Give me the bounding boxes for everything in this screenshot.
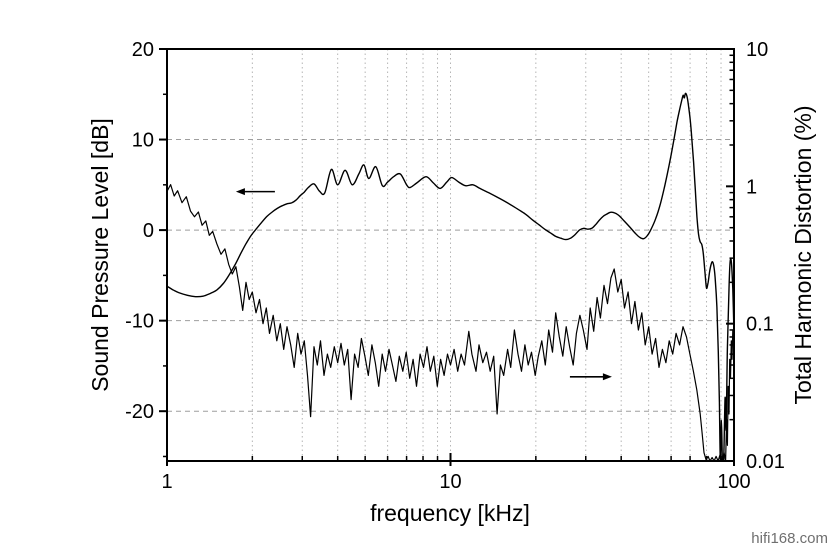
right-arrow-head — [602, 373, 612, 381]
curve-sound-pressure-level — [166, 92, 735, 462]
left-axis-title: Sound Pressure Level [dB] — [87, 118, 113, 392]
right-axis-tick-label: 10 — [746, 39, 768, 61]
plot-frame — [166, 48, 735, 462]
right-axis-tick-label: 0.01 — [746, 451, 785, 473]
curve-total-harmonic-distortion — [166, 184, 735, 462]
left-axis-tick-label: -20 — [125, 401, 154, 423]
right-axis-tick-label: 1 — [746, 176, 757, 198]
left-axis-tick-label: 20 — [132, 39, 154, 61]
right-axis-title: Total Harmonic Distortion (%) — [790, 105, 816, 404]
left-axis-tick-label: -10 — [125, 311, 154, 333]
left-axis-tick-label: 0 — [143, 220, 154, 242]
x-axis-tick-label: 1 — [161, 471, 172, 493]
watermark: hifi168.com — [751, 530, 828, 547]
x-axis-tick-label: 100 — [717, 471, 750, 493]
left-axis-tick-label: 10 — [132, 130, 154, 152]
left-arrow-head — [235, 188, 245, 196]
right-axis-tick-label: 0.1 — [746, 314, 774, 336]
x-axis-title: frequency [kHz] — [370, 500, 530, 526]
x-axis-tick-label: 10 — [439, 471, 461, 493]
